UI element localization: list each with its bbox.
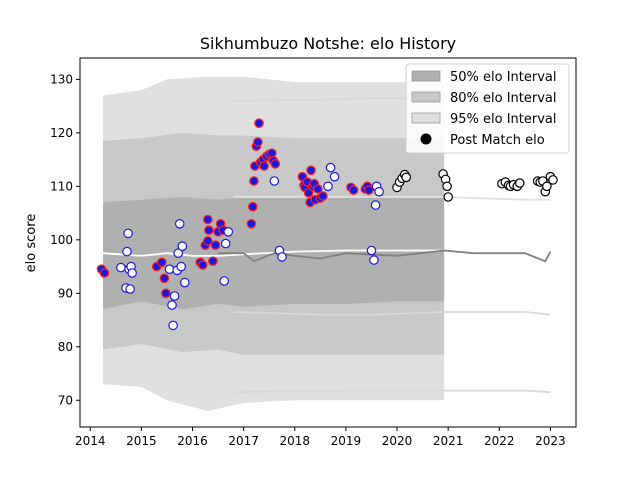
- data-point-white-blue-28: [369, 255, 379, 265]
- data-point-red-blue-10: [203, 214, 213, 225]
- y-tick-label-120: 120: [50, 126, 73, 140]
- data-point-red-blue-3: [157, 257, 167, 268]
- data-point-red-blue-49: [364, 185, 374, 195]
- data-point-white-black-4: [401, 172, 411, 183]
- legend-marker-3: [420, 133, 432, 145]
- x-tick-label-2016: 2016: [177, 434, 208, 448]
- data-point-red-blue-11: [204, 225, 214, 235]
- data-point-white-blue-2: [122, 246, 132, 257]
- y-tick-label-70: 70: [58, 393, 73, 407]
- data-point-red-blue-17: [246, 219, 257, 229]
- data-point-white-black-8: [443, 192, 453, 202]
- data-point-white-blue-20: [223, 227, 234, 237]
- x-tick-label-2021: 2021: [433, 434, 464, 448]
- legend-label-3: Post Match elo: [450, 133, 545, 148]
- data-point-red-blue-46: [348, 185, 359, 195]
- data-point-red-blue-13: [210, 240, 221, 250]
- data-point-white-blue-7: [127, 268, 137, 278]
- x-tick-label-2014: 2014: [75, 434, 106, 448]
- data-point-white-blue-16: [177, 241, 188, 251]
- data-point-red-blue-38: [306, 165, 316, 176]
- data-point-red-blue-19: [249, 176, 259, 186]
- data-point-red-blue-42: [312, 184, 323, 194]
- y-tick-label-80: 80: [58, 340, 73, 354]
- data-point-white-blue-24: [323, 181, 333, 192]
- data-point-white-black-15: [514, 178, 525, 188]
- data-point-red-blue-23: [254, 118, 264, 128]
- data-point-red-blue-18: [248, 201, 258, 212]
- data-point-white-blue-29: [370, 200, 381, 210]
- data-point-white-blue-0: [116, 262, 126, 273]
- y-tick-label-90: 90: [58, 286, 73, 300]
- x-tick-label-2017: 2017: [228, 434, 259, 448]
- x-tick-label-2019: 2019: [331, 434, 362, 448]
- data-point-red-blue-1: [99, 268, 110, 278]
- data-point-white-blue-10: [168, 320, 178, 331]
- data-point-white-blue-26: [329, 171, 340, 182]
- data-point-white-blue-14: [174, 219, 185, 229]
- y-tick-label-100: 100: [50, 233, 73, 247]
- data-point-white-blue-27: [366, 245, 377, 256]
- data-point-white-blue-25: [325, 162, 336, 173]
- x-tick-label-2015: 2015: [126, 434, 157, 448]
- data-point-white-blue-15: [176, 261, 186, 272]
- y-tick-label-130: 130: [50, 72, 73, 86]
- data-point-white-blue-31: [374, 186, 384, 197]
- legend-label-0: 50% elo Interval: [450, 70, 557, 85]
- data-point-white-blue-21: [269, 176, 280, 186]
- data-point-white-black-7: [442, 181, 452, 192]
- plot-inner: [96, 76, 558, 411]
- y-axis-label: elo score: [24, 214, 39, 273]
- legend-box: [405, 63, 570, 154]
- data-point-white-blue-13: [173, 248, 183, 258]
- data-point-white-blue-18: [219, 276, 229, 286]
- x-tick-label-2023: 2023: [535, 434, 566, 448]
- x-tick-label-2020: 2020: [382, 434, 413, 448]
- data-point-red-blue-5: [161, 288, 171, 299]
- data-point-white-blue-17: [180, 277, 190, 288]
- data-point-red-blue-9: [203, 236, 213, 246]
- data-point-white-black-22: [548, 175, 558, 185]
- legend-label-1: 80% elo Interval: [450, 91, 557, 106]
- x-tick-label-2022: 2022: [484, 434, 515, 448]
- legend-swatch-2: [411, 112, 441, 124]
- data-point-white-blue-8: [164, 264, 175, 274]
- data-point-white-black-20: [542, 181, 552, 192]
- data-point-white-blue-3: [123, 228, 133, 239]
- data-point-red-blue-22: [253, 137, 263, 147]
- chart-title: Sikhumbuzo Notshe: elo History: [200, 34, 456, 53]
- legend-swatch-1: [411, 91, 441, 103]
- legend-swatch-0: [411, 70, 441, 82]
- data-point-red-blue-7: [197, 260, 208, 270]
- data-point-white-blue-19: [220, 238, 231, 249]
- plot-area: 2014 2015 2016 2017 2018 2019 2020 2021 2022 2023…: [50, 57, 577, 448]
- data-point-red-blue-31: [270, 159, 281, 169]
- y-tick-label-110: 110: [50, 179, 73, 193]
- data-point-white-blue-9: [167, 300, 177, 310]
- data-point-red-blue-44: [318, 191, 328, 201]
- x-tick-label-2018: 2018: [279, 434, 310, 448]
- legend-label-2: 95% elo Interval: [450, 112, 557, 127]
- elo-line-4: [233, 389, 551, 394]
- data-point-red-blue-4: [159, 273, 170, 284]
- axes-frame: [79, 57, 577, 428]
- elo-line-1: [218, 249, 552, 263]
- elo-line-3: [233, 311, 551, 316]
- data-point-white-blue-11: [169, 291, 180, 301]
- data-point-red-blue-12: [208, 256, 218, 266]
- data-point-white-blue-6: [125, 284, 135, 294]
- data-point-white-blue-23: [277, 252, 287, 262]
- data-point-red-blue-26: [259, 161, 269, 171]
